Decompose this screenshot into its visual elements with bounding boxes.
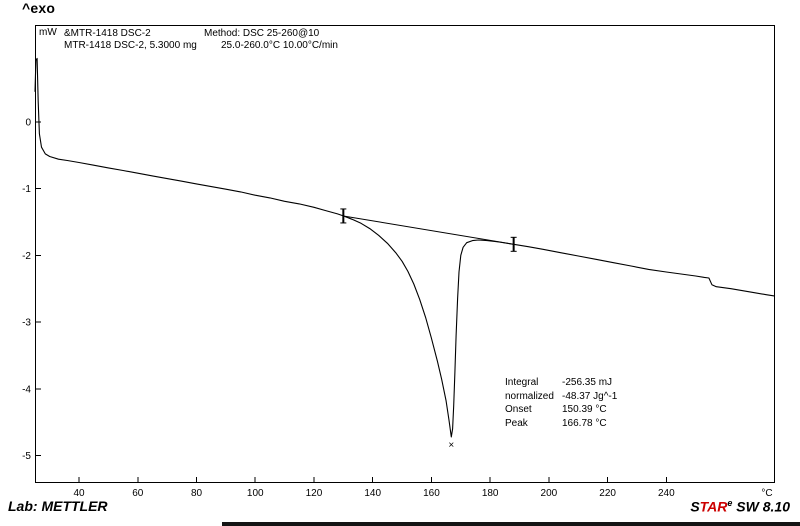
result-label-normalized: normalized <box>505 390 554 402</box>
star-logo-e: e <box>727 498 733 508</box>
dsc-curve <box>34 57 776 438</box>
y-axis-tick-label: -1 <box>22 184 31 195</box>
sample-mass: MTR-1418 DSC-2, 5.3000 mg <box>64 40 197 51</box>
result-value-normalized: -48.37 Jg^-1 <box>562 390 618 402</box>
x-axis-tick-label: 100 <box>247 488 264 499</box>
software-version: STARe SW 8.10 <box>690 498 790 515</box>
x-axis-tick-label: 40 <box>73 488 85 499</box>
star-logo-s: S <box>690 498 700 515</box>
method-name: Method: DSC 25-260@10 <box>204 28 320 39</box>
x-axis-tick-label: 140 <box>364 488 381 499</box>
result-label-peak: Peak <box>505 417 528 429</box>
x-axis-tick-label: 220 <box>599 488 616 499</box>
peak-marker: × <box>448 440 454 451</box>
y-axis-tick-label: -4 <box>22 384 31 395</box>
method-info-block: Method: DSC 25-260@10 25.0-260.0°C 10.00… <box>204 28 338 52</box>
y-axis-tick-label: -3 <box>22 318 31 329</box>
x-axis-unit-label: °C <box>761 488 772 499</box>
result-value-onset: 150.39 °C <box>562 404 607 415</box>
peak-results-block: Integral -256.35 mJ normalized -48.37 Jg… <box>505 376 617 430</box>
software-version-number: SW 8.10 <box>732 498 790 515</box>
plot-frame <box>35 25 775 483</box>
x-axis-tick-label: 160 <box>423 488 440 499</box>
result-value-peak: 166.78 °C <box>562 417 607 429</box>
x-axis-tick-label: 240 <box>658 488 675 499</box>
x-axis-tick-label: 120 <box>306 488 323 499</box>
sample-name: &MTR-1418 DSC-2 <box>64 28 151 39</box>
sample-info-block: &MTR-1418 DSC-2 MTR-1418 DSC-2, 5.3000 m… <box>64 28 197 52</box>
x-axis-tick-label: 60 <box>132 488 144 499</box>
exo-axis-direction-label: ^exo <box>22 0 56 16</box>
method-params: 25.0-260.0°C 10.00°C/min <box>221 40 338 51</box>
scan-edge-artifact <box>222 522 800 526</box>
x-axis-tick-label: 200 <box>541 488 558 499</box>
y-axis-tick-label: 0 <box>25 117 31 128</box>
star-logo-tar: TAR <box>699 498 728 515</box>
result-value-integral: -256.35 mJ <box>562 377 613 388</box>
integration-baseline <box>343 215 514 245</box>
y-axis-tick-label: -5 <box>22 451 31 462</box>
y-axis-tick-label: -2 <box>22 251 31 262</box>
y-axis-unit-label: mW <box>39 27 57 38</box>
result-label-onset: Onset <box>505 404 532 415</box>
lab-name: Lab: METTLER <box>8 498 108 514</box>
x-axis-tick-label: 180 <box>482 488 499 499</box>
result-label-integral: Integral <box>505 377 539 388</box>
x-axis-tick-label: 80 <box>191 488 203 499</box>
